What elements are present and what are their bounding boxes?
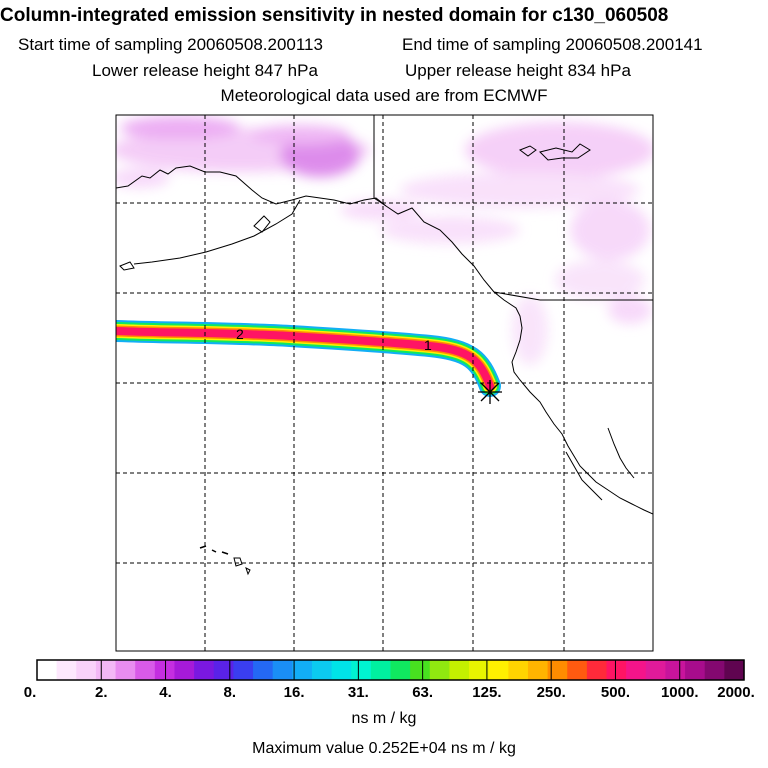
colorbar-swatch bbox=[704, 660, 725, 680]
maximum-value: Maximum value 0.252E+04 ns m / kg bbox=[252, 740, 516, 757]
colorbar-swatch bbox=[37, 660, 58, 680]
release-lower: Lower release height 847 hPa bbox=[92, 61, 318, 81]
colorbar-swatch bbox=[724, 660, 745, 680]
plume-track bbox=[116, 320, 501, 397]
sampling-start-label: Start time of sampling bbox=[18, 35, 183, 54]
track-label-1: 1 bbox=[424, 337, 432, 353]
colorbar-swatch bbox=[606, 660, 627, 680]
colorbar-swatch bbox=[213, 660, 234, 680]
sensitivity-field bbox=[116, 116, 653, 397]
figure-title: Column-integrated emission sensitivity i… bbox=[0, 5, 669, 26]
colorbar-swatch bbox=[469, 660, 490, 680]
colorbar-swatch bbox=[154, 660, 176, 680]
colorbar-swatch bbox=[292, 660, 313, 680]
colorbar-swatch bbox=[95, 660, 117, 680]
grid-lines bbox=[116, 115, 653, 651]
release-lower-value: 847 hPa bbox=[254, 61, 318, 80]
colorbar-swatch bbox=[527, 660, 549, 680]
colorbar-frame bbox=[36, 659, 745, 681]
colorbar-swatch bbox=[390, 660, 411, 680]
met-note: Meteorological data used are from ECMWF bbox=[220, 86, 548, 105]
track-label-2: 2 bbox=[236, 326, 244, 342]
colorbar-tick-label: 250. bbox=[536, 684, 566, 701]
colorbar-swatch bbox=[547, 660, 568, 680]
sampling-end: End time of sampling 20060508.200141 bbox=[402, 35, 703, 55]
release-upper-label: Upper release height bbox=[405, 61, 563, 80]
sampling-start-value: 20060508.200113 bbox=[187, 35, 323, 54]
colorbar-swatch bbox=[311, 660, 333, 680]
colorbar-swatch bbox=[685, 660, 706, 680]
colorbar-swatch bbox=[626, 660, 647, 680]
colorbar-swatch bbox=[194, 660, 215, 680]
colorbar-tick-label: 2000. bbox=[717, 684, 755, 701]
colorbar-tick-label: 31. bbox=[347, 684, 369, 701]
colorbar-swatch bbox=[174, 660, 195, 680]
colorbar-swatch bbox=[586, 660, 608, 680]
colorbar-swatch bbox=[665, 660, 686, 680]
release-upper-value: 834 hPa bbox=[567, 61, 631, 80]
colorbar-swatch bbox=[567, 660, 588, 680]
colorbar-swatch bbox=[429, 660, 451, 680]
colorbar-tick-label: 2. bbox=[95, 684, 108, 701]
colorbar-swatch bbox=[233, 660, 254, 680]
colorbar-swatch bbox=[56, 660, 77, 680]
sampling-end-label: End time of sampling bbox=[402, 35, 561, 54]
sampling-end-value: 20060508.200141 bbox=[565, 35, 703, 54]
colorbar-swatch bbox=[76, 660, 97, 680]
colorbar-swatch bbox=[645, 660, 667, 680]
colorbar bbox=[36, 659, 745, 681]
release-upper: Upper release height 834 hPa bbox=[405, 61, 631, 81]
map-frame bbox=[115, 114, 654, 652]
release-lower-label: Lower release height bbox=[92, 61, 250, 80]
colorbar-swatch bbox=[449, 660, 470, 680]
colorbar-swatch bbox=[351, 660, 372, 680]
colorbar-swatch bbox=[253, 660, 274, 680]
colorbar-swatch bbox=[272, 660, 293, 680]
colorbar-tick-label: 1000. bbox=[660, 684, 699, 701]
colorbar-tick-label: 4. bbox=[159, 684, 172, 701]
colorbar-tick-label: 500. bbox=[600, 684, 631, 701]
colorbar-swatch bbox=[331, 660, 352, 680]
colorbar-swatch bbox=[115, 660, 136, 680]
colorbar-unit: ns m / kg bbox=[351, 710, 417, 727]
colorbar-swatch bbox=[410, 660, 431, 680]
colorbar-tick-label: 125. bbox=[472, 684, 502, 701]
sampling-start: Start time of sampling 20060508.200113 bbox=[18, 35, 323, 55]
release-point-star-icon bbox=[478, 380, 502, 404]
colorbar-tick-label: 8. bbox=[223, 684, 237, 701]
colorbar-swatch bbox=[135, 660, 156, 680]
colorbar-swatch bbox=[370, 660, 392, 680]
colorbar-swatch bbox=[508, 660, 529, 680]
colorbar-tick-label: 16. bbox=[283, 684, 305, 701]
colorbar-tick-label: 0. bbox=[23, 684, 37, 701]
colorbar-swatch bbox=[488, 660, 509, 680]
colorbar-tick-label: 63. bbox=[412, 684, 434, 701]
